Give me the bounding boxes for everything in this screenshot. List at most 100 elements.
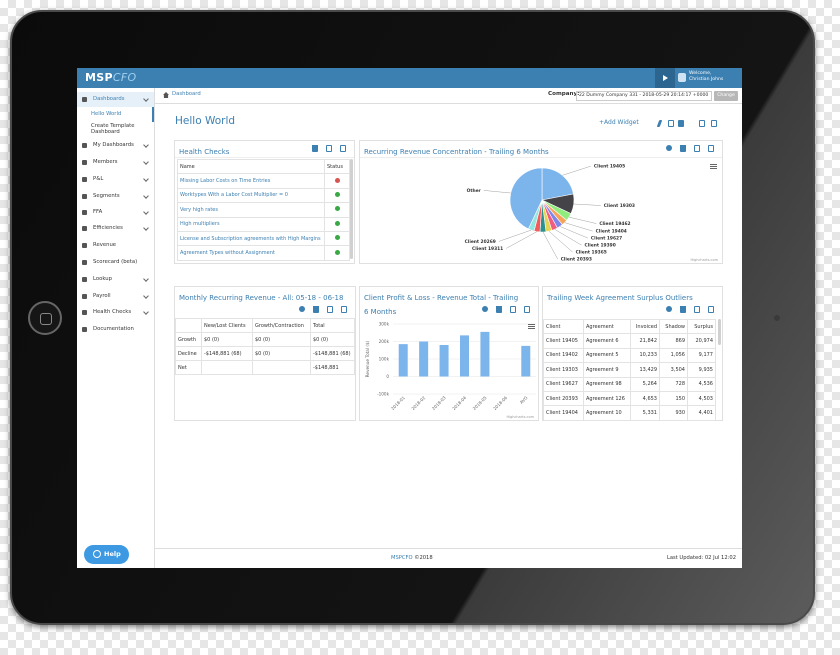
cell-text: Client 19405 — [546, 338, 578, 345]
health-check-link[interactable]: Worktypes With a Labor Cost Multiplier =… — [180, 192, 288, 199]
table-cell: 9,935 — [687, 362, 716, 378]
pie-slice — [509, 167, 543, 230]
table-row: High multipliers — [177, 216, 350, 232]
user-name: Christian Johns — [689, 77, 724, 82]
scrollbar — [718, 319, 721, 345]
x-tick-label: 2018-03 — [431, 395, 447, 411]
change-button[interactable]: Change — [714, 91, 738, 101]
footer-brand: MSPCFO ©2018 — [391, 555, 433, 561]
chart-menu — [710, 164, 717, 165]
sidebar-icon — [82, 243, 87, 248]
widget: Health Checks Name Status Missing Labor Cos… — [174, 140, 355, 264]
logo[interactable]: MSPCFO — [85, 71, 136, 84]
doc-icon[interactable] — [510, 306, 516, 313]
top-bar: MSPCFO Welcome, Christian Johns — [77, 68, 742, 88]
cell-text: Agreement 5 — [586, 352, 619, 359]
doc-icon[interactable] — [524, 306, 530, 313]
delete-icon[interactable] — [678, 120, 684, 127]
table-row: Client 19402 Agreement 5 10,233 1,056 9,177 — [543, 347, 716, 364]
x-tick-label: AVG — [519, 395, 529, 405]
doc-icon[interactable] — [341, 306, 347, 313]
play-button[interactable] — [655, 68, 675, 88]
sidebar-item[interactable]: Documentation — [77, 322, 154, 337]
connector — [568, 216, 597, 224]
sidebar-item[interactable]: Segments — [77, 189, 154, 204]
health-check-link[interactable]: Agreement Types without Assignment — [180, 250, 275, 257]
user-menu[interactable]: Welcome, Christian Johns — [675, 68, 742, 88]
sidebar-item[interactable]: Lookup — [77, 272, 154, 287]
add-widget-button[interactable]: +Add Widget — [599, 119, 639, 126]
trash-icon[interactable] — [313, 306, 319, 313]
trash-icon[interactable] — [680, 306, 686, 313]
cell-text: 4,401 — [698, 410, 713, 417]
sidebar-item[interactable]: Health Checks — [77, 305, 154, 320]
gear-icon[interactable] — [666, 145, 672, 151]
table-cell: High multipliers — [177, 216, 325, 232]
sidebar-item[interactable]: P&L — [77, 172, 154, 187]
table-cell: Missing Labor Costs on Time Entries — [177, 173, 325, 189]
widget-title: Client Profit & Loss - Revenue Total - T… — [364, 294, 519, 316]
gear-icon[interactable] — [299, 306, 305, 312]
health-check-link[interactable]: Very high rates — [180, 206, 218, 213]
sidebar-item[interactable]: Scorecard (beta) — [77, 255, 154, 270]
doc-icon[interactable] — [708, 145, 714, 152]
doc-icon[interactable] — [694, 145, 700, 152]
doc-icon[interactable] — [327, 306, 333, 313]
breadcrumb[interactable]: Dashboard — [172, 91, 201, 97]
doc-icon[interactable] — [708, 306, 714, 313]
health-check-link[interactable]: High multipliers — [180, 221, 220, 228]
widget: Client Profit & Loss - Revenue Total - T… — [359, 286, 539, 421]
export-icon[interactable] — [699, 120, 705, 127]
column-header: Status — [324, 158, 350, 175]
sidebar-item[interactable]: FFA — [77, 205, 154, 220]
connector — [554, 229, 582, 246]
trash-icon[interactable] — [312, 145, 318, 152]
doc-icon[interactable] — [340, 145, 346, 152]
health-check-link[interactable]: Missing Labor Costs on Time Entries — [180, 178, 271, 185]
doc-icon[interactable] — [326, 145, 332, 152]
cell-text: Net — [178, 364, 187, 371]
table-cell: $0 (0) — [252, 332, 311, 347]
last-updated: Last Updated: 02 Jul 12:02 — [666, 555, 736, 561]
sidebar-item[interactable]: Dashboards — [77, 92, 154, 107]
gear-icon[interactable] — [482, 306, 488, 312]
sidebar-item[interactable]: Efficiencies — [77, 221, 154, 236]
table-cell: -$148,881 (68) — [310, 346, 355, 361]
doc-icon[interactable] — [694, 306, 700, 313]
home-icon — [163, 92, 169, 98]
gear-icon[interactable] — [666, 306, 672, 312]
table-row: Agreement Types without Assignment — [177, 245, 350, 261]
sidebar-label: P&L — [93, 176, 104, 182]
chevron — [143, 209, 149, 215]
copy-icon[interactable] — [668, 120, 674, 127]
health-check-link[interactable]: License and Subscription agreements with… — [180, 235, 321, 242]
trash-icon[interactable] — [496, 306, 502, 313]
export-icon[interactable] — [711, 120, 717, 127]
sidebar-item[interactable]: Members — [77, 155, 154, 170]
pie-label: Client 19365 — [576, 250, 607, 256]
table-row: Decline -$148,881 (68) $0 (0) -$148,881 (68… — [175, 346, 355, 361]
chevron — [143, 293, 149, 299]
sidebar-label: Efficiencies — [93, 225, 123, 231]
pie-chart: Client 19405 Client 19303 Client 19462 Clie… — [465, 164, 719, 263]
table-cell: Client 19627 — [543, 376, 584, 392]
table-cell: Agreement 9 — [583, 362, 631, 378]
y-tick-label: 300k — [379, 322, 390, 327]
table-cell: $0 (0) — [310, 332, 355, 347]
sidebar-item[interactable]: Create Template Dashboard — [77, 121, 137, 137]
help-button[interactable]: Help — [84, 545, 129, 564]
edit-icon[interactable] — [656, 120, 663, 127]
table-cell: Agreement 6 — [583, 333, 631, 349]
table-cell: 728 — [659, 376, 688, 392]
trash-icon[interactable] — [680, 145, 686, 152]
table-cell: Very high rates — [177, 202, 325, 218]
company-select[interactable]: 22 Dummy Company 331 - 2018-05-29 20:14:… — [576, 91, 712, 101]
page-title: Hello World — [175, 115, 236, 127]
sidebar-item[interactable]: Hello World — [77, 107, 154, 122]
x-tick-label: 2018-06 — [492, 395, 508, 411]
pie-label: Client 19303 — [604, 203, 635, 209]
sidebar-item[interactable]: Revenue — [77, 238, 154, 253]
sidebar-item[interactable]: My Dashboards — [77, 138, 154, 153]
sidebar-item[interactable]: Payroll — [77, 289, 154, 304]
